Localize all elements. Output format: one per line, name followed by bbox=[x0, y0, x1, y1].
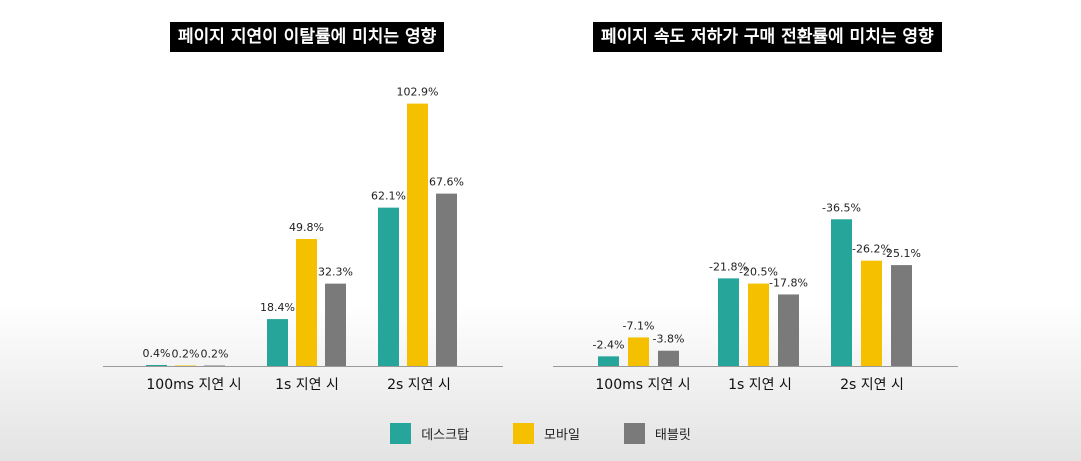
bar-left-tablet-3 bbox=[436, 193, 457, 366]
category-label-left-2: 1s 지연 시 bbox=[275, 377, 339, 393]
legend-label-mobile: 모바일 bbox=[544, 428, 580, 443]
bar-left-mobile-1 bbox=[175, 365, 196, 366]
data-label-right-tablet-1: -3.8% bbox=[653, 333, 685, 346]
data-label-right-mobile-1: -7.1% bbox=[623, 319, 655, 332]
category-label-left-3: 2s 지연 시 bbox=[387, 377, 451, 393]
bar-right-mobile-1 bbox=[628, 337, 649, 366]
data-label-right-desktop-2: -21.8% bbox=[709, 260, 748, 273]
data-label-left-mobile-1: 0.2% bbox=[172, 347, 200, 360]
legend-label-tablet: 태블릿 bbox=[654, 428, 691, 443]
data-label-left-mobile-2: 49.8% bbox=[289, 221, 324, 234]
legend-item-mobile: 모바일 bbox=[513, 423, 580, 444]
legend-swatch-mobile bbox=[513, 423, 535, 444]
data-label-left-desktop-3: 62.1% bbox=[371, 190, 406, 203]
right-chart-title: 페이지 속도 저하가 구매 전환률에 미치는 영향 bbox=[593, 22, 942, 52]
bar-left-desktop-2 bbox=[267, 319, 288, 366]
legend-label-desktop: 데스크탑 bbox=[421, 428, 470, 443]
left-chart-title: 페이지 지연이 이탈률에 미치는 영향 bbox=[170, 22, 445, 52]
data-label-right-mobile-3: -26.2% bbox=[852, 243, 891, 256]
data-label-right-desktop-1: -2.4% bbox=[593, 338, 625, 351]
data-label-left-desktop-1: 0.4% bbox=[143, 347, 171, 360]
bar-left-desktop-3 bbox=[378, 207, 399, 366]
bar-left-tablet-1 bbox=[204, 365, 225, 366]
legend: 데스크탑 모바일 태블릿 bbox=[0, 423, 1081, 444]
bar-right-mobile-2 bbox=[748, 283, 769, 366]
legend-item-tablet: 태블릿 bbox=[623, 423, 691, 444]
bar-right-desktop-2 bbox=[718, 278, 739, 366]
bar-right-tablet-2 bbox=[778, 294, 799, 366]
category-label-right-1: 100ms 지연 시 bbox=[595, 377, 690, 393]
data-label-right-tablet-3: -25.1% bbox=[882, 247, 921, 260]
bar-left-desktop-1 bbox=[146, 364, 167, 366]
legend-item-desktop: 데스크탑 bbox=[390, 423, 469, 444]
data-label-left-tablet-2: 32.3% bbox=[318, 266, 353, 279]
bar-right-tablet-1 bbox=[658, 350, 679, 366]
data-label-left-mobile-3: 102.9% bbox=[397, 86, 439, 99]
bar-right-tablet-3 bbox=[891, 265, 912, 366]
data-label-right-desktop-3: -36.5% bbox=[822, 201, 861, 214]
category-label-right-3: 2s 지연 시 bbox=[840, 377, 904, 393]
legend-swatch-tablet bbox=[623, 423, 645, 444]
chart-right: -2.4% -7.1%-3.8% 100ms 지연 시 -21.8%-20.5%-17… bbox=[553, 201, 958, 393]
data-label-right-tablet-2: -17.8% bbox=[769, 276, 808, 289]
data-label-right-mobile-2: -20.5% bbox=[739, 266, 778, 279]
data-label-left-desktop-2: 18.4% bbox=[260, 301, 295, 314]
bar-right-desktop-3 bbox=[831, 219, 852, 366]
bar-left-tablet-2 bbox=[325, 283, 346, 366]
category-label-right-2: 1s 지연 시 bbox=[728, 377, 792, 393]
bar-left-mobile-3 bbox=[407, 103, 428, 366]
bar-right-mobile-3 bbox=[861, 260, 882, 366]
bar-left-mobile-2 bbox=[296, 239, 317, 366]
category-label-left-1: 100ms 지연 시 bbox=[146, 377, 241, 393]
data-label-left-tablet-3: 67.6% bbox=[429, 176, 464, 189]
legend-swatch-desktop bbox=[390, 423, 412, 444]
bar-right-desktop-1 bbox=[598, 356, 619, 366]
chart-left: 0.4% 0.2% 0.2%100ms 지연 시18.4%49.8%32.3%1s … bbox=[103, 86, 503, 393]
data-label-left-tablet-1: 0.2% bbox=[201, 347, 229, 360]
